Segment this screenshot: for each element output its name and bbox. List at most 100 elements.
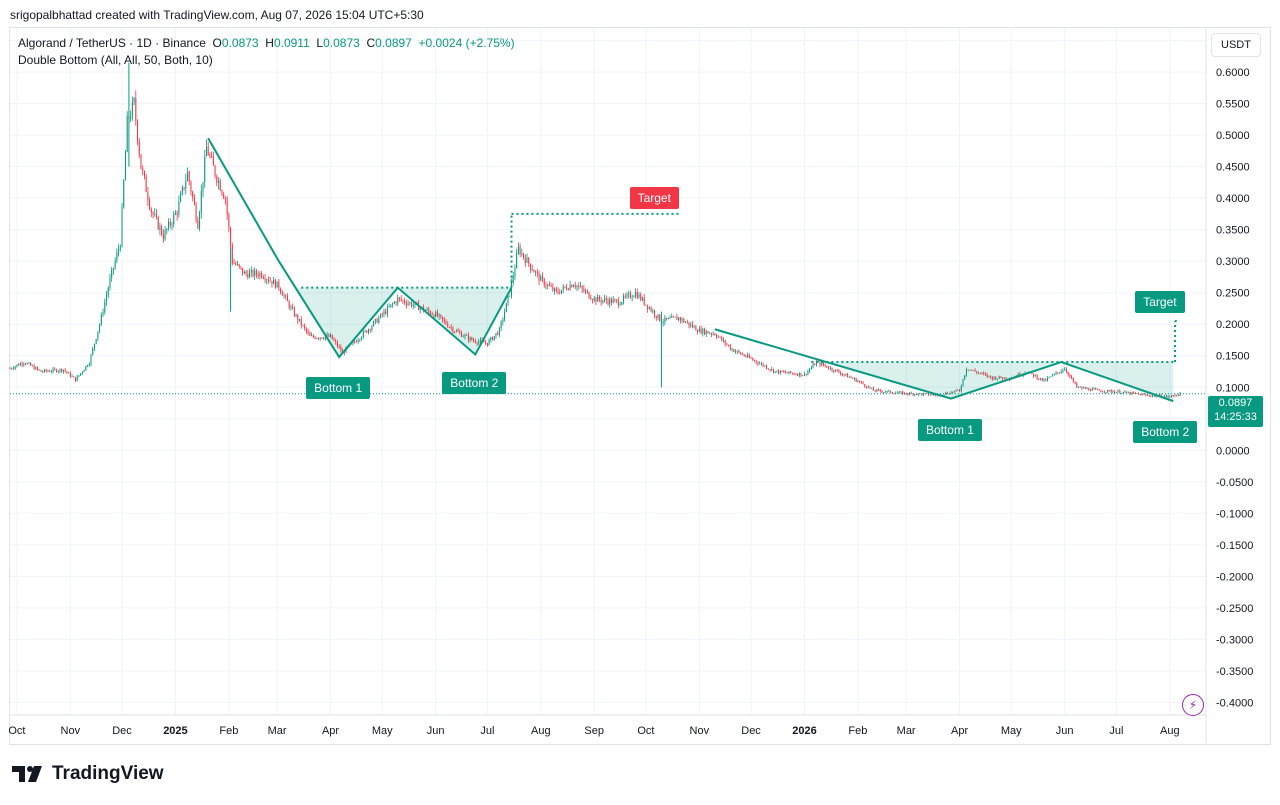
candle-body	[671, 316, 673, 318]
candle-body	[157, 216, 159, 230]
candle-body	[862, 382, 864, 385]
candle-body	[150, 208, 152, 213]
candle-body	[845, 373, 847, 375]
y-tick-label: -0.1500	[1216, 540, 1253, 552]
candle-body	[648, 307, 650, 309]
candle-body	[583, 288, 585, 292]
candle-body	[383, 311, 385, 315]
candle-body	[864, 384, 866, 387]
y-tick-label: 0.6000	[1216, 67, 1250, 79]
currency-selector[interactable]: USDT	[1211, 33, 1261, 57]
candle-body	[1088, 388, 1090, 391]
candle-body	[21, 363, 23, 365]
candle-body	[610, 299, 612, 303]
candle-body	[1141, 394, 1143, 396]
candle-body	[559, 292, 561, 294]
candle-body	[124, 152, 126, 181]
candle-body	[42, 371, 44, 373]
candle-body	[681, 318, 683, 321]
candle-body	[991, 377, 993, 380]
candle-body	[293, 308, 295, 317]
candle-body	[52, 368, 54, 372]
candle-body	[907, 394, 909, 395]
y-tick-label: 0.3500	[1216, 225, 1250, 237]
candle-body	[218, 180, 220, 183]
candle-body	[1038, 378, 1040, 380]
candle-body	[576, 285, 578, 287]
candle-body	[61, 369, 63, 372]
candle-body	[161, 226, 163, 235]
candle-body	[92, 348, 94, 355]
candle-body	[1143, 394, 1145, 395]
candle-body	[14, 366, 16, 369]
x-tick-label: Mar	[268, 725, 287, 737]
candle-body	[523, 253, 525, 258]
candle-body	[73, 376, 75, 378]
candle-body	[831, 367, 833, 371]
legend-ohlc-row: Algorand / TetherUS · 1D · Binance O0.08…	[18, 35, 515, 52]
x-tick-label: Apr	[322, 725, 339, 737]
grid	[10, 28, 1207, 743]
candle-body	[133, 98, 135, 103]
candle-body	[748, 355, 750, 358]
candle-body	[209, 155, 211, 157]
tradingview-logo[interactable]: TradingView	[12, 763, 164, 785]
candle-body	[419, 307, 421, 311]
x-tick-label: Feb	[219, 725, 238, 737]
x-tick-label: Jun	[427, 725, 445, 737]
candle-body	[1034, 375, 1036, 377]
candle-body	[1084, 387, 1086, 389]
candle-body	[750, 357, 752, 359]
candle-body	[338, 346, 340, 348]
candle-body	[300, 319, 302, 326]
candle-body	[367, 329, 369, 333]
candle-body	[743, 354, 745, 356]
candle-body	[459, 331, 461, 333]
candle-body	[1077, 387, 1079, 388]
candle-body	[460, 332, 463, 337]
chart-frame[interactable]	[9, 27, 1271, 745]
lightning-bolt-icon[interactable]: ⚡	[1182, 694, 1204, 716]
candle-body	[636, 291, 638, 298]
candle-body	[1052, 374, 1054, 377]
candle-body	[722, 339, 724, 341]
candle-body	[697, 330, 699, 333]
candle-body	[915, 394, 917, 396]
candle-body	[740, 352, 742, 355]
candle-body	[659, 314, 661, 322]
candle-body	[395, 302, 397, 304]
candle-body	[588, 291, 590, 299]
candle-body	[24, 363, 27, 365]
candle-body	[721, 336, 723, 341]
price-axis[interactable]: 0.65000.60000.55000.50000.45000.40000.35…	[1216, 36, 1253, 710]
candle-body	[969, 369, 971, 371]
candle-body	[288, 301, 290, 308]
candle-body	[567, 289, 569, 291]
candle-body	[760, 363, 762, 365]
time-axis[interactable]: Oct Nov Dec 2025 Feb Mar Apr May Jun Jul Aug Sep Oct…	[8, 725, 1179, 737]
candle-body	[190, 181, 192, 193]
symbol-label[interactable]: Algorand / TetherUS · 1D · Binance	[18, 36, 206, 50]
candle-body	[257, 274, 259, 277]
pattern-zigzag	[714, 328, 1174, 403]
candle-body	[238, 264, 240, 267]
candle-body	[876, 389, 878, 392]
low-label: L	[316, 36, 324, 50]
indicator-label[interactable]: Double Bottom (All, All, 50, Both, 10)	[18, 53, 213, 67]
candle-body	[784, 371, 787, 373]
candle-body	[917, 393, 919, 395]
candle-body	[104, 302, 106, 312]
candle-body	[1000, 376, 1002, 378]
candle-body	[90, 354, 92, 364]
candle-body	[1060, 371, 1062, 373]
candle-body	[445, 320, 447, 325]
candle-body	[186, 171, 189, 182]
candle-body	[269, 280, 271, 282]
candle-body	[905, 392, 907, 395]
candle-body	[1055, 372, 1057, 374]
candle-body	[833, 370, 835, 372]
candle-body	[803, 373, 805, 376]
candle-body	[247, 273, 249, 278]
candle-body	[305, 328, 307, 332]
